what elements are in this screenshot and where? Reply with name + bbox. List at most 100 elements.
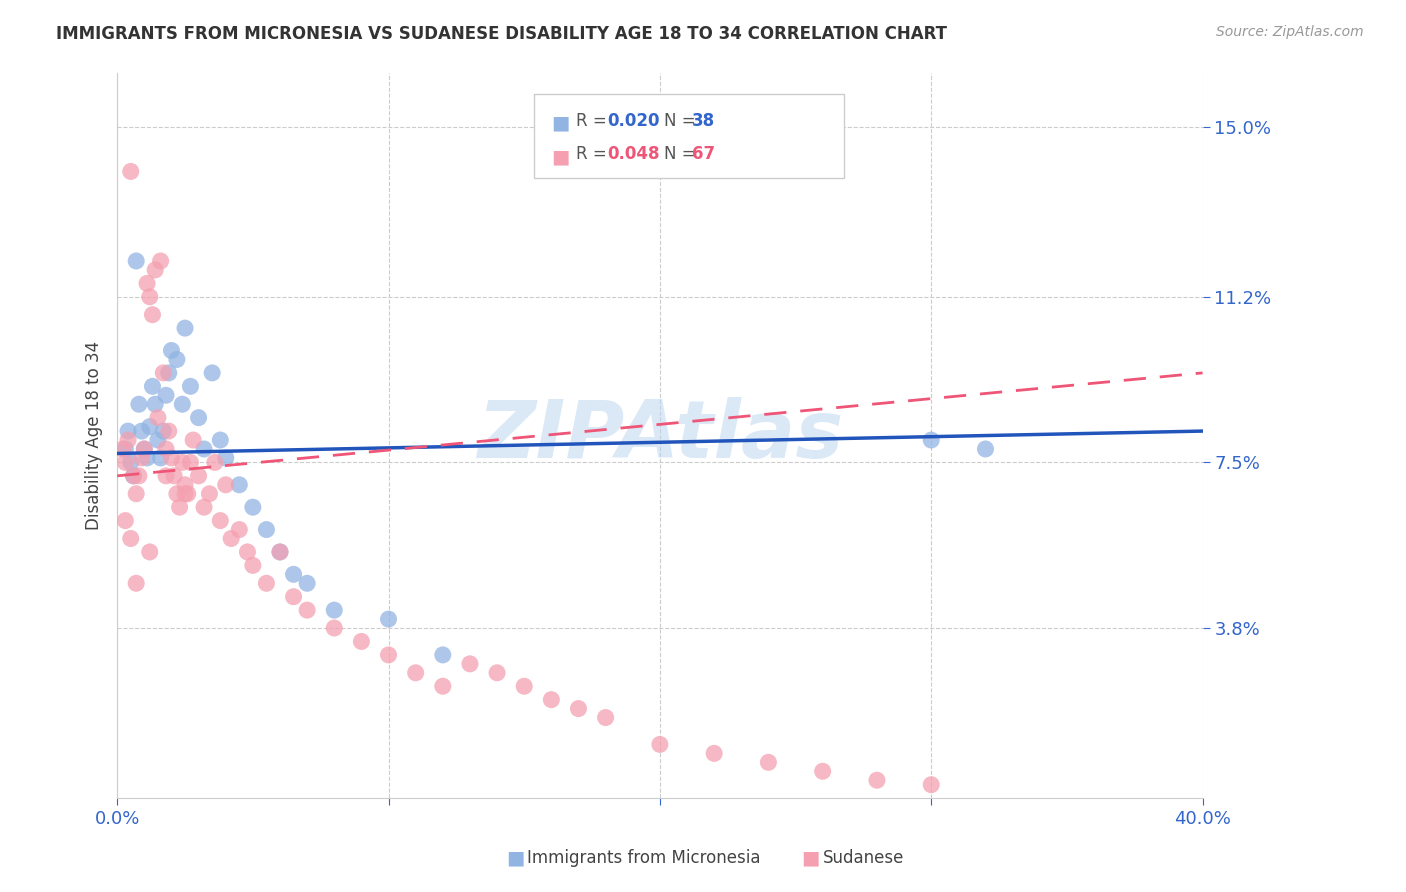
Point — [179, 455, 201, 469]
Point — [1340, 352, 1362, 367]
Point — [143, 263, 166, 277]
Point — [128, 468, 150, 483]
Text: Immigrants from Micronesia: Immigrants from Micronesia — [527, 849, 761, 867]
Point — [111, 442, 134, 456]
Point — [177, 487, 200, 501]
Point — [295, 576, 318, 591]
Point — [149, 254, 172, 268]
Point — [136, 277, 159, 291]
Point — [193, 500, 215, 515]
Point — [136, 450, 159, 465]
Point — [149, 450, 172, 465]
Y-axis label: Disability Age 18 to 34: Disability Age 18 to 34 — [86, 341, 103, 530]
Point — [432, 648, 454, 662]
Point — [758, 756, 780, 770]
Point — [242, 558, 264, 573]
Point — [377, 648, 399, 662]
Text: 0.048: 0.048 — [607, 145, 659, 163]
Point — [703, 747, 725, 761]
Point — [377, 612, 399, 626]
Text: ■: ■ — [506, 848, 524, 868]
Point — [201, 366, 224, 380]
Point — [323, 603, 346, 617]
Point — [486, 665, 509, 680]
Point — [163, 468, 186, 483]
Point — [187, 410, 209, 425]
Point — [122, 468, 145, 483]
Point — [155, 388, 177, 402]
Point — [283, 590, 305, 604]
Point — [114, 442, 136, 456]
Point — [254, 523, 277, 537]
Point — [120, 532, 142, 546]
Point — [120, 455, 142, 469]
Point — [920, 433, 942, 447]
Point — [172, 397, 194, 411]
Point — [405, 665, 427, 680]
Text: 0.020: 0.020 — [607, 112, 659, 129]
Point — [157, 424, 180, 438]
Point — [172, 455, 194, 469]
Text: ■: ■ — [551, 147, 569, 166]
Text: ZIPAtlas: ZIPAtlas — [477, 397, 844, 475]
Text: R =: R = — [576, 112, 613, 129]
Point — [160, 343, 183, 358]
Point — [1354, 366, 1376, 380]
Text: Source: ZipAtlas.com: Source: ZipAtlas.com — [1216, 25, 1364, 39]
Point — [125, 576, 148, 591]
Point — [648, 738, 671, 752]
Point — [974, 442, 997, 456]
Point — [215, 450, 238, 465]
Point — [269, 545, 291, 559]
Point — [228, 477, 250, 491]
Text: IMMIGRANTS FROM MICRONESIA VS SUDANESE DISABILITY AGE 18 TO 34 CORRELATION CHART: IMMIGRANTS FROM MICRONESIA VS SUDANESE D… — [56, 25, 948, 43]
Point — [141, 308, 163, 322]
Point — [193, 442, 215, 456]
Point — [152, 366, 174, 380]
Point — [920, 778, 942, 792]
Point — [179, 379, 201, 393]
Point — [595, 710, 617, 724]
Point — [174, 321, 197, 335]
Point — [139, 290, 162, 304]
Point — [174, 477, 197, 491]
Point — [152, 424, 174, 438]
Point — [236, 545, 259, 559]
Text: N =: N = — [664, 145, 700, 163]
Point — [295, 603, 318, 617]
Point — [134, 442, 156, 456]
Point — [143, 397, 166, 411]
Point — [269, 545, 291, 559]
Point — [125, 254, 148, 268]
Point — [254, 576, 277, 591]
Point — [283, 567, 305, 582]
Point — [166, 487, 188, 501]
Point — [209, 433, 232, 447]
Text: N =: N = — [664, 112, 700, 129]
Point — [131, 450, 153, 465]
Text: 67: 67 — [692, 145, 714, 163]
Point — [458, 657, 481, 671]
Point — [1327, 334, 1350, 349]
Point — [187, 468, 209, 483]
Point — [169, 500, 191, 515]
Point — [323, 621, 346, 635]
Point — [139, 419, 162, 434]
Point — [157, 366, 180, 380]
Point — [155, 468, 177, 483]
Point — [242, 500, 264, 515]
Point — [866, 773, 889, 788]
Point — [228, 523, 250, 537]
Point — [513, 679, 536, 693]
Point — [120, 164, 142, 178]
Text: ■: ■ — [801, 848, 820, 868]
Point — [160, 450, 183, 465]
Point — [204, 455, 226, 469]
Point — [181, 433, 204, 447]
Point — [174, 487, 197, 501]
Point — [117, 424, 139, 438]
Point — [432, 679, 454, 693]
Point — [146, 433, 169, 447]
Point — [114, 514, 136, 528]
Point — [811, 764, 834, 779]
